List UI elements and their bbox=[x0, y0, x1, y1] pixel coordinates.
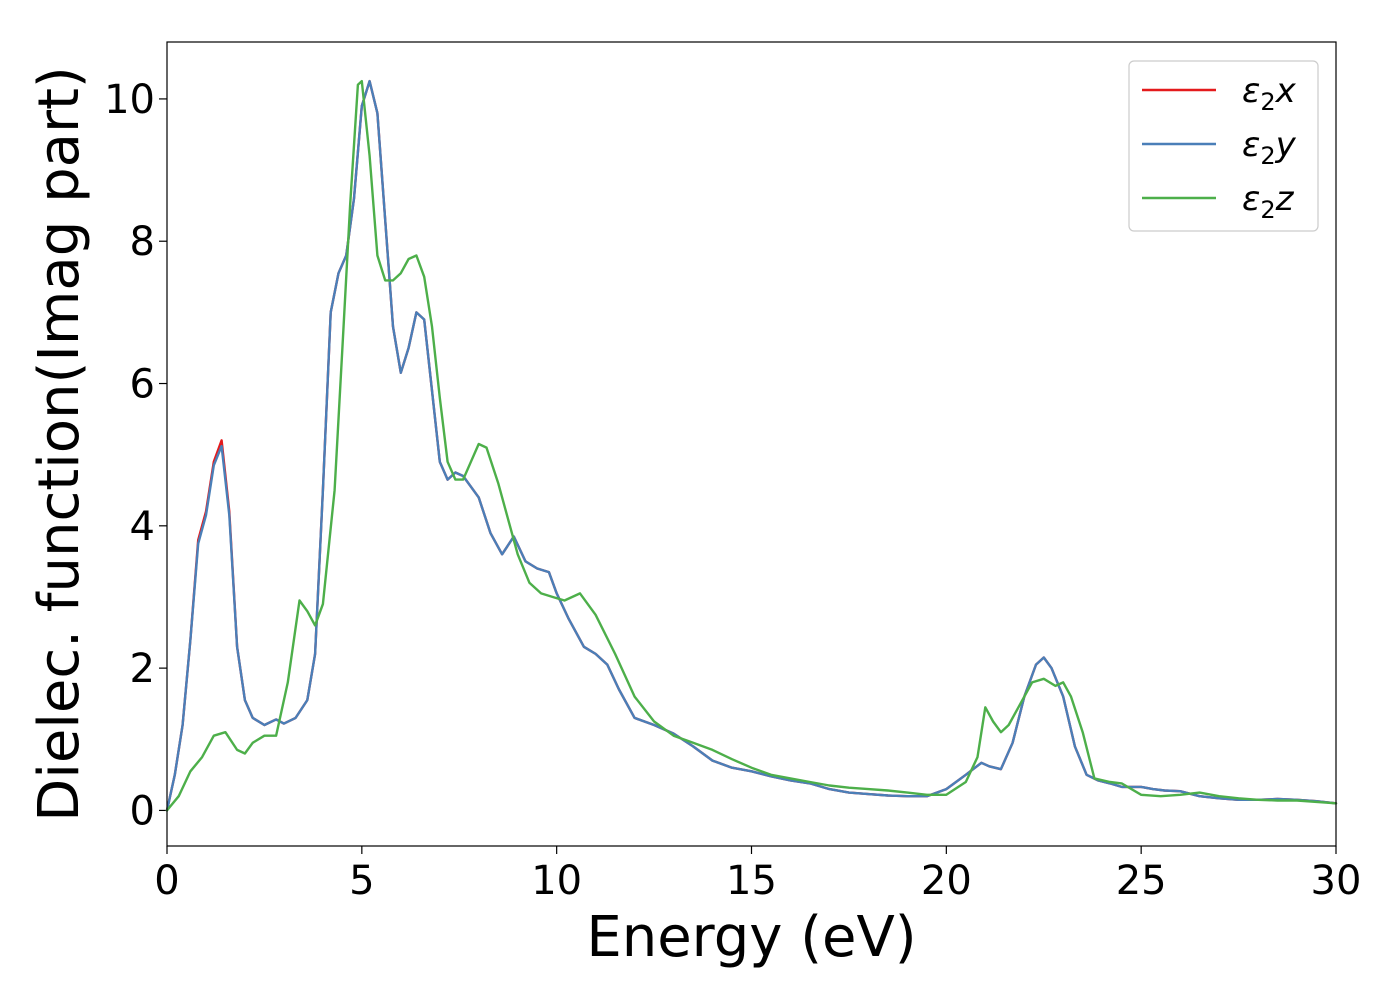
y-axis-title: Dielec. function(Imag part) bbox=[27, 66, 92, 822]
y-axis-ticks: 0 2 4 6 8 10 bbox=[104, 77, 167, 834]
plot-frame bbox=[166, 41, 1337, 847]
y-tick-label: 8 bbox=[130, 219, 155, 265]
series-line-y bbox=[165, 79, 1338, 812]
legend: ε2x ε2y ε2z bbox=[1128, 60, 1319, 232]
legend-box bbox=[1128, 60, 1319, 232]
y-tick-label: 10 bbox=[104, 77, 155, 123]
x-axis-title: Energy (eV) bbox=[586, 905, 916, 970]
legend-label-y: ε2y bbox=[1242, 125, 1297, 170]
x-tick-label: 30 bbox=[1311, 858, 1362, 904]
x-axis-ticks: 0 5 10 15 20 25 30 bbox=[154, 846, 1361, 904]
x-tick-label: 20 bbox=[921, 858, 972, 904]
x-tick-label: 10 bbox=[531, 858, 582, 904]
legend-label-z: ε2z bbox=[1242, 179, 1295, 224]
legend-label-x: ε2x bbox=[1242, 71, 1297, 116]
x-tick-label: 25 bbox=[1116, 858, 1167, 904]
y-tick-label: 4 bbox=[130, 504, 155, 550]
x-tick-label: 5 bbox=[349, 858, 374, 904]
y-tick-label: 2 bbox=[130, 646, 155, 692]
x-tick-label: 15 bbox=[726, 858, 777, 904]
y-tick-label: 6 bbox=[130, 362, 155, 408]
series-layer bbox=[165, 79, 1338, 812]
y-tick-label: 0 bbox=[130, 788, 155, 834]
x-tick-label: 0 bbox=[154, 858, 179, 904]
series-line-z bbox=[165, 79, 1338, 812]
